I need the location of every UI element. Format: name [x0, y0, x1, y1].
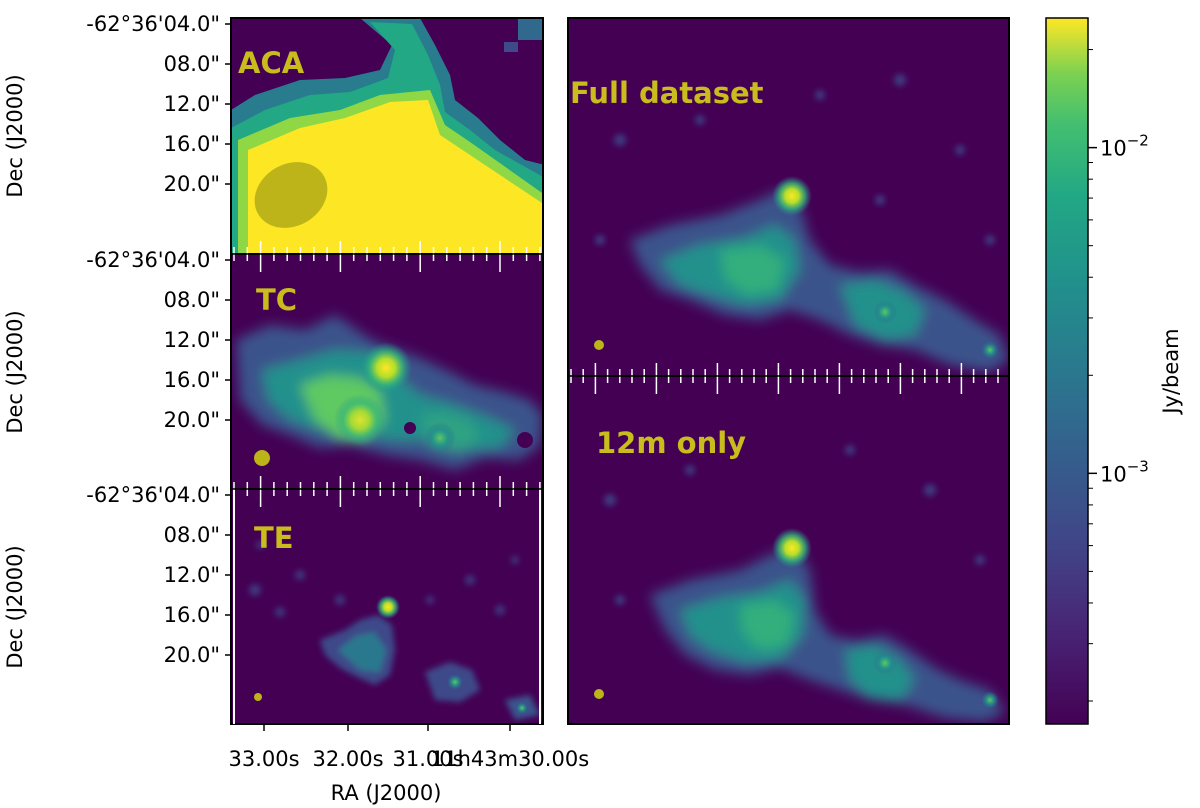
- panel-label-aca: ACA: [238, 46, 305, 80]
- panel-aca-image: [231, 18, 543, 254]
- colorbar-gradient: [1046, 18, 1088, 724]
- dec-tick-label: 20.0": [164, 408, 220, 432]
- ra-tick-label: 11h43m30.00s: [431, 747, 589, 771]
- panel-label-te: TE: [254, 521, 294, 555]
- beam-dot-tc: [254, 450, 270, 466]
- colorbar: 10−2 10−3 Jy/beam: [1045, 17, 1183, 725]
- ylabel-aca: Dec (J2000): [3, 74, 27, 197]
- ylabel-tc: Dec (J2000): [3, 310, 27, 433]
- dec-tick-label: 08.0": [164, 523, 220, 547]
- dec-tick-label: 20.0": [164, 643, 220, 667]
- panel-te: TE: [230, 488, 544, 725]
- colorbar-tick-label: 10−2: [1100, 132, 1149, 161]
- beam-dot-full: [594, 340, 604, 350]
- dec-tick-label: 16.0": [164, 132, 220, 156]
- ra-tick-marks: [231, 241, 1009, 507]
- dec-tick-label: 12.0": [164, 328, 220, 352]
- panel-full: Full dataset: [567, 17, 1010, 377]
- panel-label-full: Full dataset: [570, 76, 764, 110]
- dec-tick-label: -62°36'04.0": [86, 483, 220, 507]
- panel-12m-image: [594, 445, 1005, 722]
- colorbar-tick-label: 10−3: [1100, 457, 1149, 486]
- ylabel-te: Dec (J2000): [3, 545, 27, 668]
- xlabel-ra: RA (J2000): [331, 781, 442, 805]
- panel-te-image: [249, 541, 540, 720]
- dec-tick-label: 08.0": [164, 52, 220, 76]
- dec-tick-label: 16.0": [164, 368, 220, 392]
- dec-tick-label: -62°36'04.0": [86, 12, 220, 36]
- dec-tick-label: 20.0": [164, 172, 220, 196]
- dec-tick-label: 16.0": [164, 603, 220, 627]
- colorbar-label: Jy/beam: [1159, 328, 1183, 415]
- panel-12m: 12m only: [567, 375, 1010, 725]
- panel-tc-image: [236, 315, 543, 470]
- dec-axes: -62°36'04.0" 08.0" 12.0" 16.0" 20.0" -62°36'0…: [86, 12, 231, 667]
- dec-tick-label: 12.0": [164, 563, 220, 587]
- dec-tick-label: -62°36'04.0": [86, 248, 220, 272]
- panel-aca: ACA: [230, 17, 544, 255]
- panel-label-12m: 12m only: [596, 426, 746, 460]
- panel-full-image: [594, 74, 1009, 372]
- panel-label-tc: TC: [256, 283, 297, 317]
- panel-tc: TC: [230, 253, 544, 490]
- ra-tick-label: 33.00s: [228, 747, 299, 771]
- beam-dot-12m: [594, 689, 604, 699]
- ra-tick-label: 32.00s: [312, 747, 383, 771]
- ra-tick-label: 31.00s: [392, 747, 463, 771]
- dec-tick-label: 12.0": [164, 92, 220, 116]
- colorbar-frame: [1045, 17, 1089, 725]
- colorbar-ticks: 10−2 10−3: [1088, 49, 1149, 702]
- dec-tick-label: 08.0": [164, 288, 220, 312]
- beam-dot-te: [254, 693, 262, 701]
- beam-ellipse-aca: [254, 162, 328, 228]
